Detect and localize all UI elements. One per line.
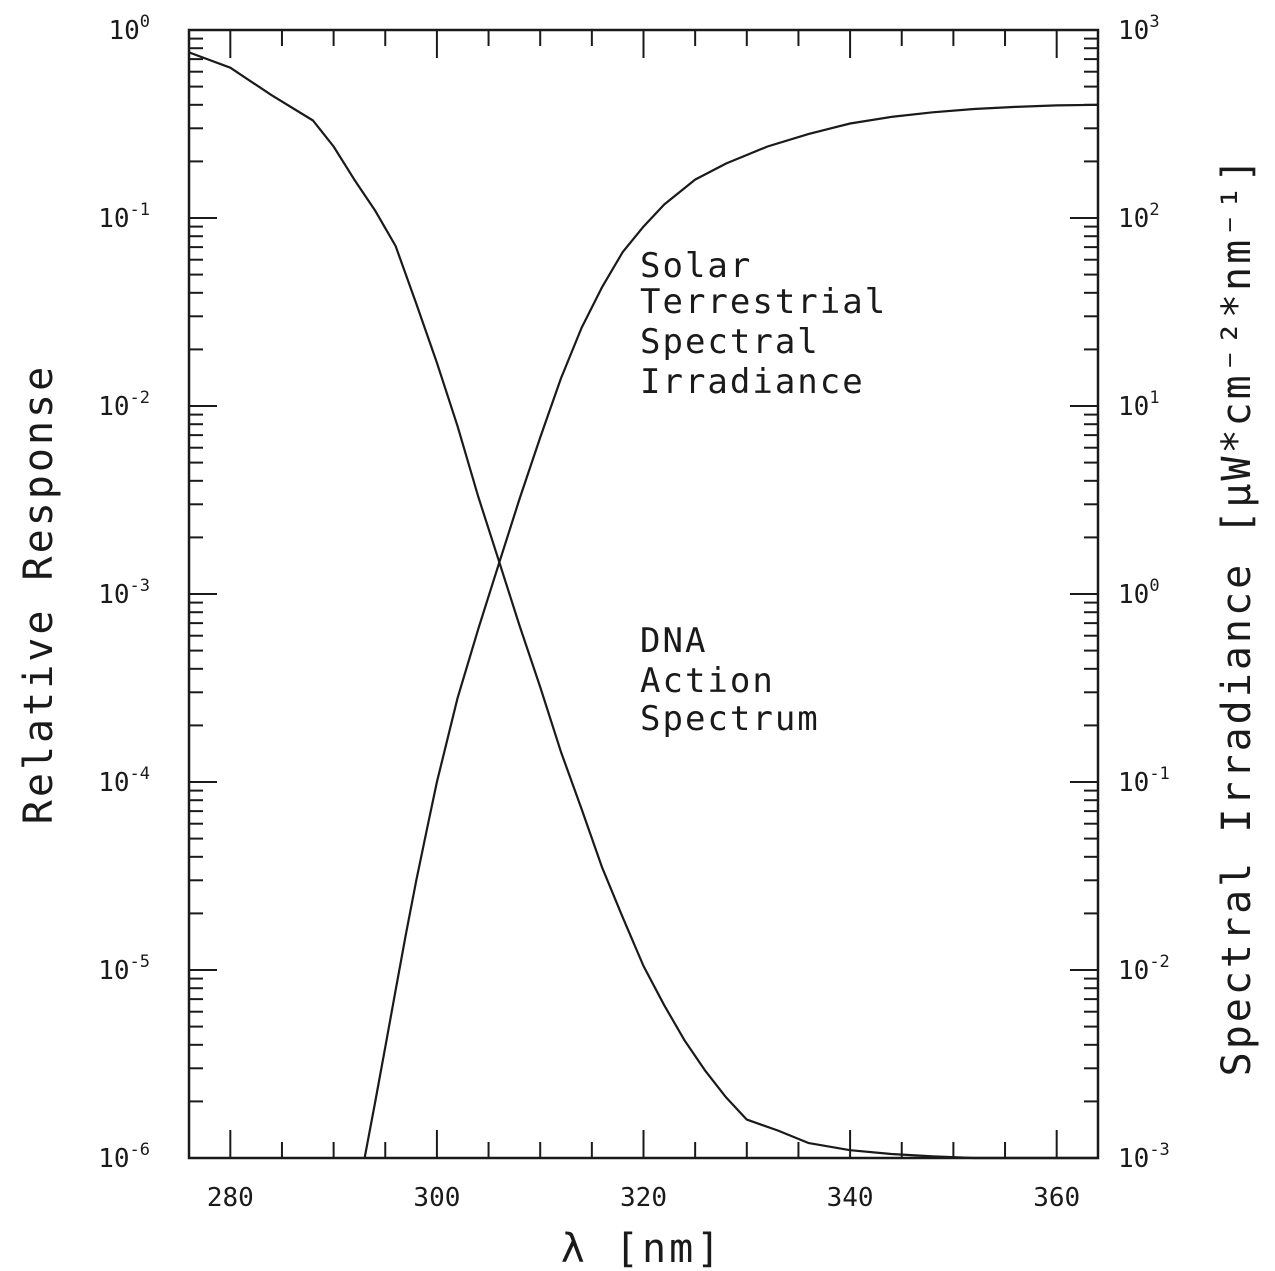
y-right-tick-label: 100 <box>1118 576 1160 610</box>
y-left-tick-label: 100 <box>108 12 150 46</box>
axes: 280 300 320 340 360 100 10-1 10-2 10-3 10-4 10-5 10… <box>98 12 1170 1213</box>
x-tick-label: 320 <box>620 1183 667 1213</box>
x-tick-label: 300 <box>413 1183 460 1213</box>
y-right-tick-label: 103 <box>1118 12 1160 46</box>
annotation-dna: DNA Action Spectrum <box>640 621 820 739</box>
annotation-solar-line-2: Terrestrial <box>640 282 887 322</box>
curves <box>188 51 1099 1160</box>
y-left-tick-label: 10-3 <box>98 576 150 610</box>
left-y-axis-title: Relative Response <box>16 364 62 824</box>
y-left-tick-label: 10-6 <box>98 1140 150 1174</box>
x-tick-label: 280 <box>207 1183 254 1213</box>
annotation-solar-line-4: Irradiance <box>640 362 865 402</box>
plot-frame <box>187 28 1100 1160</box>
y-right-tick-label: 102 <box>1118 200 1160 234</box>
y-right-tick-label: 10-3 <box>1118 1140 1170 1174</box>
right-y-axis-title: Spectral Irradiance [μW*cm⁻²*nm⁻¹] <box>1214 156 1260 1077</box>
annotation-dna-line-3: Spectrum <box>640 699 820 739</box>
y-right-tick-label: 10-2 <box>1118 952 1170 986</box>
annotation-solar-line-3: Spectral <box>640 322 820 362</box>
x-axis-title: λ [nm] <box>561 1226 724 1271</box>
x-tick-label: 360 <box>1033 1183 1080 1213</box>
y-left-tick-label: 10-5 <box>98 952 150 986</box>
annotation-dna-line-2: Action <box>640 661 775 701</box>
x-tick-label: 340 <box>827 1183 874 1213</box>
annotation-solar-line-1: Solar <box>640 246 752 286</box>
annotation-solar: Solar Terrestrial Spectral Irradiance <box>640 246 887 402</box>
solar-irradiance-line <box>363 103 1099 1159</box>
y-left-tick-label: 10-4 <box>98 764 150 798</box>
y-right-tick-label: 101 <box>1118 388 1160 422</box>
y-left-tick-label: 10-2 <box>98 388 150 422</box>
y-left-tick-label: 10-1 <box>98 200 150 234</box>
dna-action-spectrum-line <box>188 51 1098 1160</box>
y-right-tick-label: 10-1 <box>1118 764 1170 798</box>
annotation-dna-line-1: DNA <box>640 621 707 661</box>
